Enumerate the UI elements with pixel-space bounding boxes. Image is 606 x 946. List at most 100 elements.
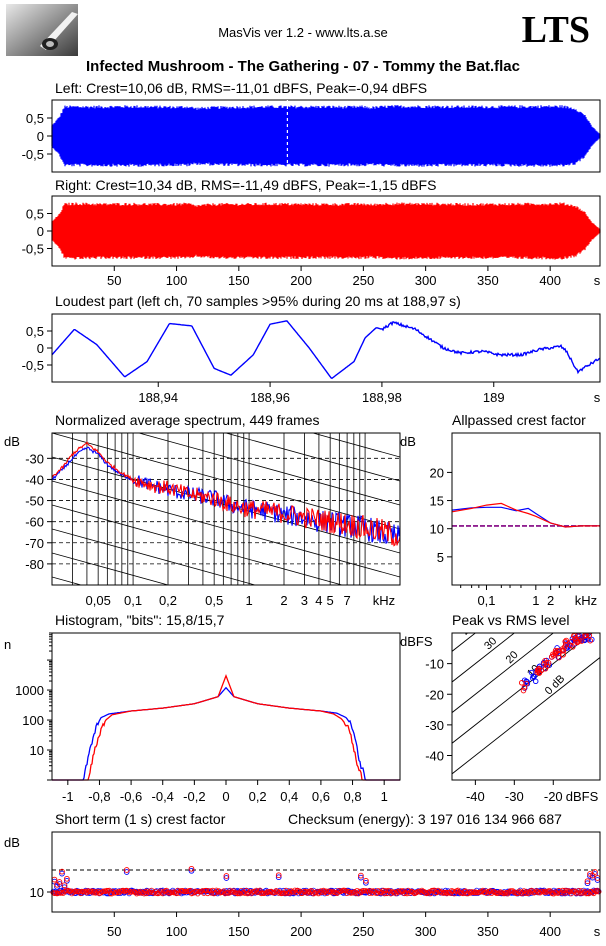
spectrum-xtick-label: 4 bbox=[315, 593, 322, 608]
crest-frame bbox=[51, 831, 601, 913]
crest-outlier-point bbox=[584, 880, 591, 887]
spectrum-diagonal-line bbox=[52, 697, 400, 793]
crest-outlier-point bbox=[592, 869, 598, 875]
crest-point bbox=[381, 890, 388, 897]
histogram-xtick-label: 0,4 bbox=[280, 789, 298, 804]
crest-outlier-point bbox=[56, 879, 63, 885]
crest-point bbox=[215, 889, 221, 895]
crest-point bbox=[398, 888, 404, 894]
peak-rms-diagonal-label: 20 bbox=[504, 649, 521, 666]
crest-point bbox=[185, 888, 191, 895]
spectrum-diagonal-line bbox=[52, 576, 83, 585]
spectrum-xtick-label: 0,05 bbox=[86, 593, 111, 608]
crest-point bbox=[335, 887, 342, 894]
crest-point bbox=[222, 891, 228, 897]
loudest-ytick-label: 0,5 bbox=[26, 324, 44, 339]
peak-rms-point bbox=[567, 642, 574, 649]
crest-point bbox=[264, 889, 271, 895]
loudest-part-title: Loudest part (left ch, 70 samples >95% d… bbox=[55, 293, 461, 309]
spectrum-xtick-label: 0,2 bbox=[159, 593, 177, 608]
crest-point bbox=[535, 889, 541, 895]
peak-rms-point bbox=[555, 650, 562, 657]
spectrum-diagonal-line bbox=[52, 433, 400, 530]
peak-rms-point bbox=[520, 687, 527, 694]
crest-point bbox=[356, 888, 363, 895]
histogram-xtick-label: -0,2 bbox=[183, 789, 205, 804]
crest-point bbox=[288, 888, 294, 894]
file-title: Infected Mushroom - The Gathering - 07 -… bbox=[86, 58, 520, 75]
spectrum-diagonal-line bbox=[52, 480, 400, 578]
allpass-ytick-label: 5 bbox=[437, 550, 444, 565]
peak-rms-diagonal-line bbox=[452, 633, 516, 683]
short-term-crest-title: Short term (1 s) crest factor bbox=[55, 811, 226, 827]
crest-outlier-point bbox=[188, 865, 195, 872]
crest-point bbox=[121, 888, 127, 895]
loudest-xtick-label: 188,96 bbox=[250, 390, 290, 405]
peak-rms-diagonal-label: 0 dB bbox=[543, 673, 567, 697]
spectrum-xunit-label: kHz bbox=[373, 593, 395, 608]
crest-point bbox=[596, 889, 602, 895]
peak-rms-point bbox=[518, 680, 525, 686]
crest-point bbox=[401, 890, 408, 897]
crest-point bbox=[55, 890, 61, 896]
right-channel-ytick-label: 0 bbox=[37, 224, 44, 239]
peak-rms-point bbox=[523, 680, 530, 687]
spectrum-diagonal-line bbox=[137, 433, 400, 506]
crest-outlier-point bbox=[59, 870, 65, 877]
crest-xtick-label: 150 bbox=[228, 924, 250, 939]
peak-rms-point bbox=[544, 663, 550, 669]
spectrum-xtick-label: 7 bbox=[343, 593, 350, 608]
spectrum-xtick-label: 0,5 bbox=[205, 593, 223, 608]
crest-point bbox=[90, 890, 96, 896]
crest-series-right bbox=[50, 865, 602, 897]
peak-rms-ytick-label: -10 bbox=[425, 657, 444, 672]
allpass-crest-title: Allpassed crest factor bbox=[452, 412, 586, 428]
histogram-frame bbox=[51, 632, 401, 781]
left-channel-ytick-label: 0,5 bbox=[26, 111, 44, 126]
spectrum-frame bbox=[51, 432, 401, 586]
crest-point bbox=[487, 888, 493, 894]
crest-point bbox=[230, 889, 236, 895]
histogram-series-left bbox=[52, 686, 400, 781]
peak-rms-point bbox=[534, 667, 541, 673]
peak-rms-point bbox=[568, 639, 575, 645]
histogram-xtick-label: -0,8 bbox=[88, 789, 110, 804]
crest-point bbox=[444, 890, 450, 897]
crest-outlier-point bbox=[358, 872, 364, 879]
crest-point bbox=[542, 888, 548, 894]
app-title: MasVis ver 1.2 - www.lts.a.se bbox=[218, 25, 388, 40]
loudest-xunit-label: s bbox=[594, 390, 601, 405]
crest-outlier-point bbox=[358, 874, 364, 881]
time-xtick-label: 350 bbox=[477, 273, 499, 288]
crest-point bbox=[395, 888, 401, 894]
crest-outlier-point bbox=[223, 875, 230, 881]
allpass-xtick-label: 1 bbox=[532, 593, 539, 608]
crest-point bbox=[561, 890, 567, 896]
brand-logo-text: LTS bbox=[521, 9, 590, 51]
peak-rms-ytick-label: -20 bbox=[425, 687, 444, 702]
spectrum-ytick-label: -80 bbox=[25, 557, 44, 572]
left-channel-ytick-label: 0 bbox=[37, 129, 44, 144]
histogram-ytick-label: 100 bbox=[22, 713, 44, 728]
crest-point bbox=[137, 888, 143, 894]
peak-rms-point bbox=[528, 669, 535, 676]
spectrum-ylabel: dB bbox=[4, 434, 20, 449]
histogram-xtick-label: -1 bbox=[62, 789, 74, 804]
loudest-xtick-label: 189 bbox=[483, 390, 505, 405]
histogram-title: Histogram, "bits": 15,8/15,7 bbox=[55, 612, 225, 628]
peak-rms-point bbox=[545, 660, 552, 666]
peak-rms-point bbox=[556, 654, 562, 661]
crest-point bbox=[523, 889, 530, 895]
histogram-xtick-label: -0,6 bbox=[120, 789, 142, 804]
histogram-xtick-label: -0,4 bbox=[152, 789, 174, 804]
crest-point bbox=[115, 888, 121, 894]
time-xunit-label: s bbox=[594, 273, 601, 288]
spectrum-diagonal-line bbox=[52, 289, 400, 385]
spectrum-diagonal-line bbox=[52, 649, 400, 745]
peak-rms-point bbox=[574, 639, 581, 645]
allpass-ytick-label: 15 bbox=[430, 494, 444, 509]
peak-rms-ylabel: dBFS bbox=[400, 634, 433, 649]
crest-xtick-label: 250 bbox=[353, 924, 375, 939]
